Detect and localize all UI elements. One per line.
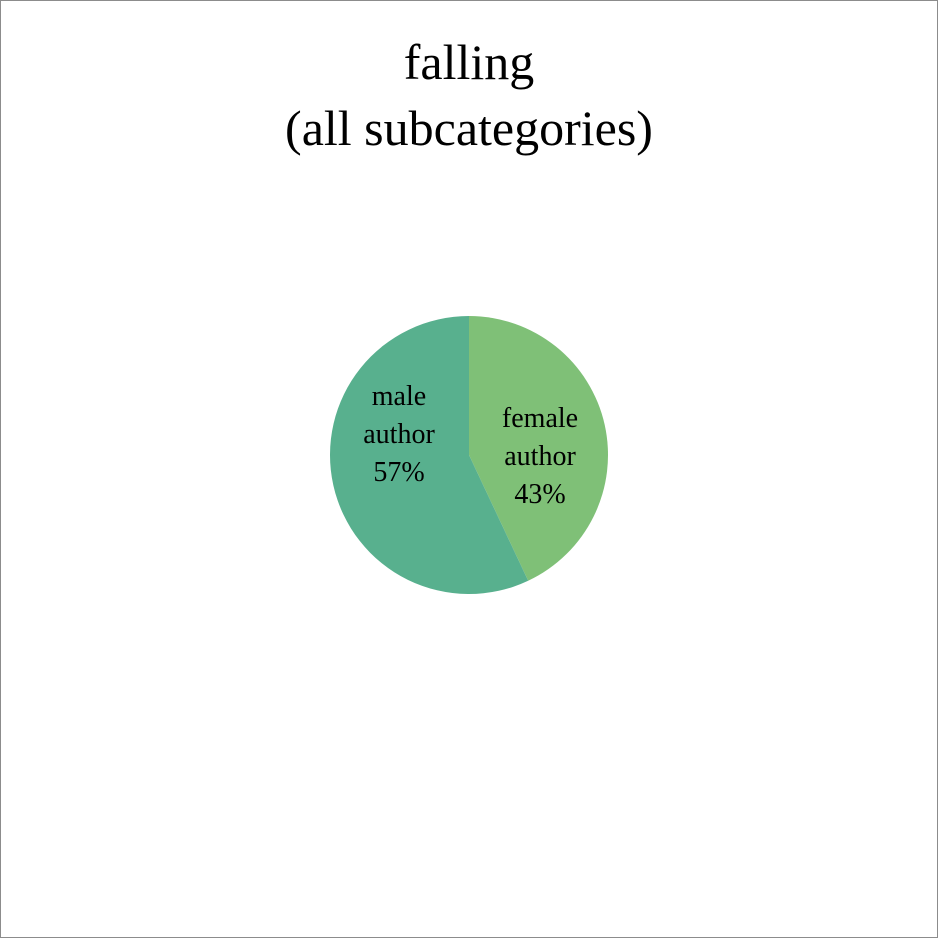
pie-slice-label-line: female <box>502 403 578 434</box>
pie-slice-0 <box>469 316 608 581</box>
pie-slice-label-1: male author 57% <box>363 381 435 488</box>
pie-slice-1 <box>329 316 529 594</box>
chart-title: falling (all subcategories) <box>1 29 937 161</box>
pie-slice-label-0: female author 43% <box>502 403 578 510</box>
pie-slice-label-line: 57% <box>373 457 424 488</box>
pie-slice-label-line: author <box>363 419 435 450</box>
pie-slice-label-line: author <box>504 441 576 472</box>
pie-slice-label-line: male <box>372 381 426 412</box>
pie-slice-label-line: 43% <box>514 479 565 510</box>
chart-title-line-1: falling <box>403 34 535 90</box>
chart-title-line-2: (all subcategories) <box>285 100 653 156</box>
